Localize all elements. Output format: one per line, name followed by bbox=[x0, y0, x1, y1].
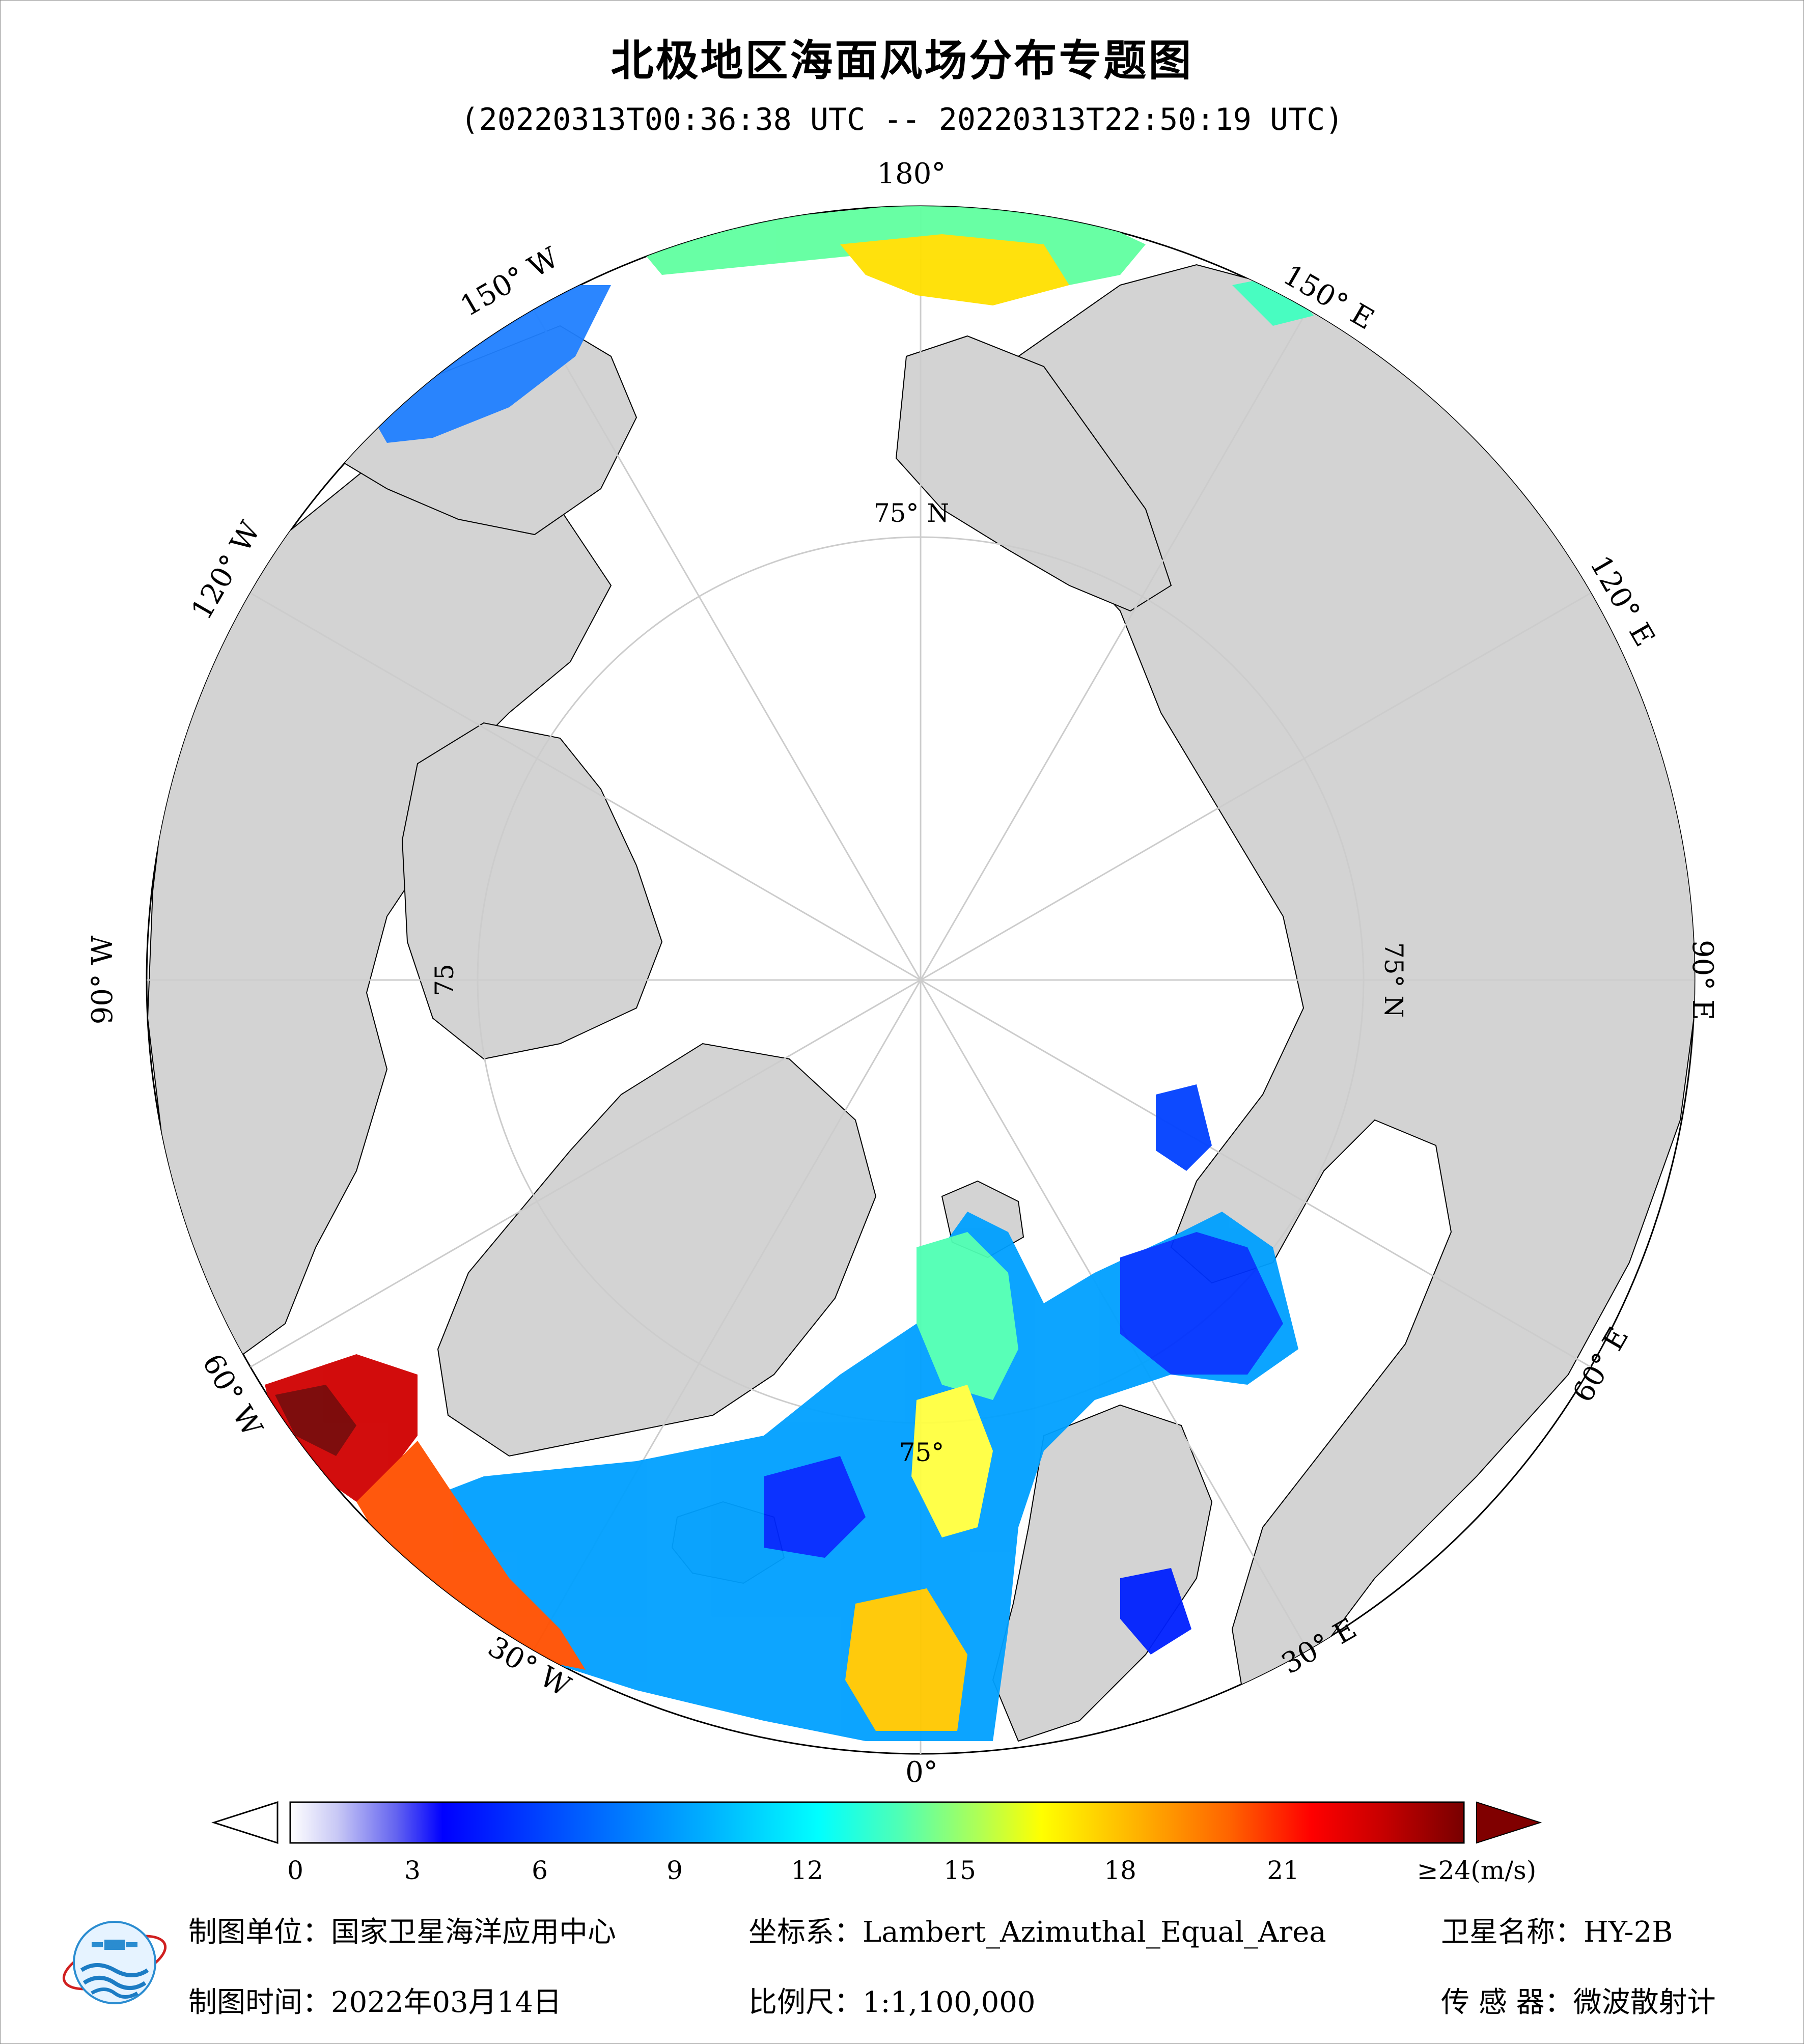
colorbar-gradient bbox=[289, 1801, 1465, 1844]
colorbar-tick: 0 bbox=[287, 1856, 303, 1885]
swath-beaufort-blue bbox=[367, 285, 611, 443]
swath-yellow-mid bbox=[911, 1385, 993, 1537]
colorbar-tick: 15 bbox=[943, 1856, 976, 1885]
wind-speed-field bbox=[265, 206, 1314, 1741]
colorbar-tick: 21 bbox=[1267, 1856, 1299, 1885]
footer-satellite: 卫星名称：HY-2B bbox=[1441, 1916, 1673, 1949]
colorbar-tick: ≥24(m/s) bbox=[1417, 1856, 1537, 1885]
land-canadian-archipelago bbox=[401, 722, 663, 1060]
colorbar-over-arrow bbox=[1476, 1801, 1542, 1844]
swath-barents-blue bbox=[1120, 1232, 1283, 1375]
swath-kara-blue bbox=[1156, 1084, 1212, 1171]
swath-greenland-sea-green bbox=[917, 1232, 1018, 1400]
swath-labrador-dark bbox=[275, 1385, 356, 1456]
time-range-subtitle: (20220313T00:36:38 UTC -- 20220313T22:50… bbox=[460, 102, 1344, 137]
lat-label-75n-right: 75° N bbox=[1379, 942, 1408, 1018]
footer-scale: 比例尺：1:1,100,000 bbox=[748, 1986, 1036, 2019]
colorbar bbox=[211, 1801, 1542, 1844]
colorbar-tick: 6 bbox=[532, 1856, 548, 1885]
swath-norwegian-sea bbox=[407, 1212, 1298, 1741]
swath-deep-blue-center bbox=[764, 1456, 866, 1558]
land-greenland bbox=[437, 1043, 877, 1457]
footer-unit: 制图单位：国家卫星海洋应用中心 bbox=[188, 1916, 616, 1949]
lat-label-75n-top: 75° N bbox=[874, 498, 949, 528]
lat-label-75-bottom: 75° bbox=[899, 1438, 945, 1467]
landmasses bbox=[147, 264, 1695, 1742]
land-scandinavia bbox=[992, 1404, 1213, 1742]
colorbar-under-arrow bbox=[211, 1801, 279, 1844]
swath-east-siberia-cyan bbox=[1232, 275, 1314, 326]
colorbar-tick: 12 bbox=[791, 1856, 823, 1885]
footer-coordinate-system: 坐标系：Lambert_Azimuthal_Equal_Area bbox=[748, 1916, 1326, 1949]
lon-label-90w: 90° W bbox=[86, 935, 119, 1024]
colorbar-tick: 3 bbox=[404, 1856, 421, 1885]
footer-sensor: 传 感 器：微波散射计 bbox=[1441, 1986, 1716, 2019]
land-siberia-east bbox=[895, 335, 1172, 612]
lon-label-0: 0° bbox=[905, 1756, 938, 1789]
lon-label-90e: 90° E bbox=[1686, 940, 1719, 1020]
swath-labrador-orange bbox=[356, 1441, 586, 1670]
footer-time: 制图时间：2022年03月14日 bbox=[188, 1986, 562, 2019]
nsoas-logo bbox=[62, 1921, 167, 2004]
map-title: 北极地区海面风场分布专题图 bbox=[610, 36, 1194, 86]
swath-bering-yellow bbox=[840, 234, 1069, 305]
swath-south-yellow bbox=[845, 1588, 967, 1731]
colorbar-tick: 18 bbox=[1104, 1856, 1136, 1885]
colorbar-tick: 9 bbox=[667, 1856, 683, 1885]
lon-label-180: 180° bbox=[877, 157, 946, 190]
swath-baltic-blue bbox=[1120, 1568, 1191, 1655]
lat-label-75-left: 75 bbox=[430, 964, 459, 996]
